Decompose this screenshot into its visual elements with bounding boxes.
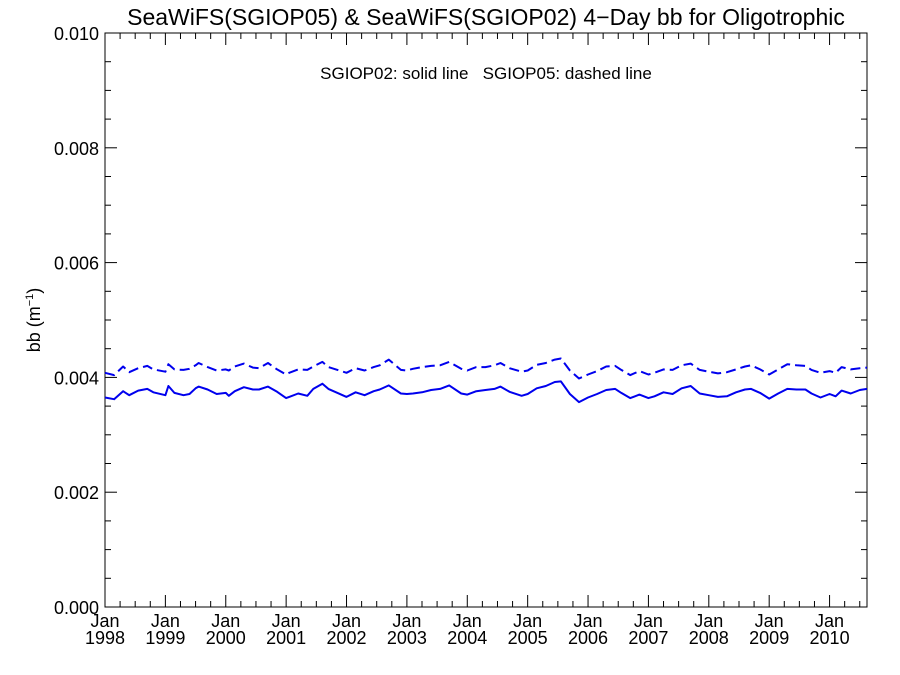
x-tick-year: 2002 [326, 628, 366, 648]
legend-annotation: SGIOP02: solid line SGIOP05: dashed line [320, 64, 652, 83]
y-tick-label: 0.008 [54, 139, 99, 159]
x-tick-month: Jan [574, 611, 603, 631]
x-tick-year: 2003 [387, 628, 427, 648]
x-tick-year: 2007 [628, 628, 668, 648]
x-tick-year: 2008 [689, 628, 729, 648]
y-tick-label: 0.004 [54, 368, 99, 388]
x-tick-month: Jan [453, 611, 482, 631]
y-axis-label-exponent: −1 [24, 294, 36, 307]
x-tick-month: Jan [634, 611, 663, 631]
y-tick-label: 0.006 [54, 254, 99, 274]
chart-title: SeaWiFS(SGIOP05) & SeaWiFS(SGIOP02) 4−Da… [127, 4, 845, 30]
x-tick-year: 2000 [206, 628, 246, 648]
x-tick-month: Jan [815, 611, 844, 631]
y-axis-label-text: bb (m [24, 306, 44, 352]
y-tick-label: 0.010 [54, 24, 99, 44]
series-line-sgiop05 [104, 357, 868, 380]
y-tick-label: 0.002 [54, 483, 99, 503]
y-axis-label-close: ) [24, 288, 44, 294]
y-tick-label: 0.000 [54, 598, 99, 618]
series-layer [104, 357, 868, 404]
y-axis-label: bb (m−1) [24, 288, 44, 353]
x-tick-year: 1999 [145, 628, 185, 648]
x-tick-month: Jan [90, 611, 119, 631]
x-tick-year: 2009 [749, 628, 789, 648]
x-tick-year: 2006 [568, 628, 608, 648]
y-axis: 0.000 0.002 0.004 0.006 0.008 0.010 [54, 24, 867, 618]
x-tick-month: Jan [332, 611, 361, 631]
x-tick-year: 2005 [508, 628, 548, 648]
x-tick-month: Jan [755, 611, 784, 631]
x-tick-year: 2004 [447, 628, 487, 648]
x-tick-month: Jan [151, 611, 180, 631]
x-tick-month: Jan [513, 611, 542, 631]
x-tick-year: 1998 [85, 628, 125, 648]
x-axis: Jan1998Jan1999Jan2000Jan2001Jan2002Jan20… [85, 33, 861, 648]
x-tick-month: Jan [211, 611, 240, 631]
x-tick-month: Jan [694, 611, 723, 631]
x-tick-year: 2010 [810, 628, 850, 648]
x-tick-year: 2001 [266, 628, 306, 648]
x-tick-month: Jan [272, 611, 301, 631]
plot-frame [104, 32, 868, 608]
x-tick-month: Jan [392, 611, 421, 631]
series-line-sgiop02 [104, 380, 868, 404]
